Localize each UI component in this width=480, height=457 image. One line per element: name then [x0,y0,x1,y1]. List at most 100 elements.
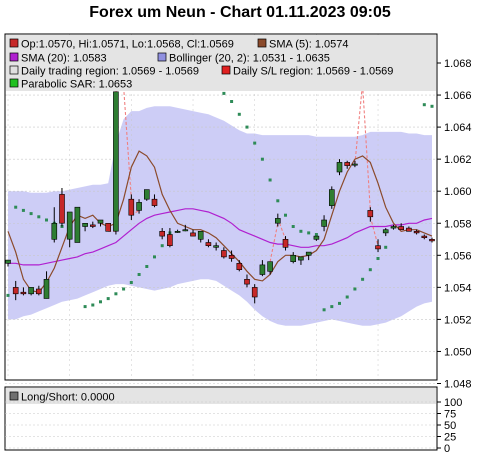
psar-point [222,91,226,95]
lower-y-tick-label: 50 [444,420,456,432]
psar-point [153,255,156,259]
candle-body [236,262,243,270]
candle-body [221,250,227,258]
candles [5,59,435,304]
candle-body [90,224,96,227]
psar-point [145,265,149,268]
candle-body [151,198,158,206]
candle-body [20,291,27,295]
legend-bg [6,35,436,91]
lower-y-tick-label: 0 [444,443,450,455]
candle-body [321,219,327,227]
y-tick-label: 1.056 [444,250,472,262]
candle-body [190,232,196,237]
candle-body [267,261,273,272]
psar-point [160,244,164,248]
psar-point [284,213,287,217]
psar-point [253,141,257,145]
psar-point [276,199,280,203]
candle-body [290,255,297,263]
sl-connector [362,85,371,211]
candle-body [375,245,381,250]
lower-y-tick-label: 75 [444,409,456,421]
lower-y-tick-label: 25 [444,432,456,444]
psar-point [245,125,249,129]
main-panel-frame [4,33,438,381]
y-tick-label: 1.066 [444,90,472,102]
candle-body [421,235,428,239]
sl-connector [269,223,279,262]
legend-sma5-swatch [257,38,267,48]
candle-body [344,162,351,166]
psar-point [106,297,110,301]
legend: Op:1.0570, Hi:1.0571, Lo:1.0568, Cl:1.05… [6,35,436,91]
legend-daily-sl-label: Daily S/L region: 1.0569 - 1.0569 [233,66,393,78]
candle-body [136,202,142,211]
candle-body [313,235,320,240]
y-tick-label: 1.064 [444,122,472,134]
candle-body [113,91,119,232]
y-tick-label: 1.052 [444,314,472,326]
psar-point [322,308,326,312]
candle-body [305,251,312,256]
candle-body [5,259,11,264]
candle-body [74,206,81,243]
lower-legend-swatch [9,391,19,401]
candle-body [413,231,420,234]
legend-ohlc-swatch [9,38,19,48]
psar-point [422,103,426,107]
psar-point [60,225,64,228]
psar-point [291,225,295,228]
candle-body [105,223,111,232]
candle-body [167,234,173,246]
psar-point [353,287,357,291]
legend-bollinger-swatch [157,52,167,62]
y-tick-label: 1.048 [444,379,472,391]
y-tick-label: 1.060 [444,186,472,198]
candle-body [228,255,235,259]
psar-point [260,157,264,161]
psar-point [137,273,141,276]
candle-body [390,226,397,229]
candle-body [251,287,258,298]
y-tick-label: 1.058 [444,218,472,230]
psar-point [376,257,380,260]
psar-point [29,212,33,216]
candle-body [51,223,58,240]
candle-body [43,278,50,299]
candle-body [12,287,19,295]
candle-body [298,256,304,261]
candle-body [35,288,42,295]
legend-psar-label: Parabolic SAR: 1.0653 [21,79,132,91]
candle-body [197,231,204,240]
psar-point [299,229,303,233]
legend-bollinger-label: Bollinger (20, 2): 1.0531 - 1.0635 [169,53,330,65]
candle-body [328,189,335,206]
psar-point [37,215,41,219]
y-tick-label: 1.050 [444,346,472,358]
candle-body [59,194,65,224]
lower-y-tick-label: 100 [444,397,462,409]
sl-connector [277,218,287,240]
legend-daily-sl-swatch [221,65,231,75]
psar-point [14,205,18,209]
candle-body [28,287,34,295]
sl-connector [123,86,132,200]
psar-point [237,112,241,116]
sma20-line [8,208,433,266]
grid-lines: 1.048 1.050 1.052 1.054 1.056 1.058 1.060 1.062… [5,34,472,391]
candle-body [406,227,412,232]
candle-body [82,223,88,227]
candle-body [259,264,266,275]
candle-body [398,226,405,231]
candle-body [66,211,73,240]
candle-body [205,242,212,247]
legend-sma20-swatch [9,52,19,62]
candle-body [429,239,435,242]
candle-body [174,231,181,233]
psar-point [314,233,318,236]
psar-point [21,208,25,212]
candle-body [382,229,389,234]
